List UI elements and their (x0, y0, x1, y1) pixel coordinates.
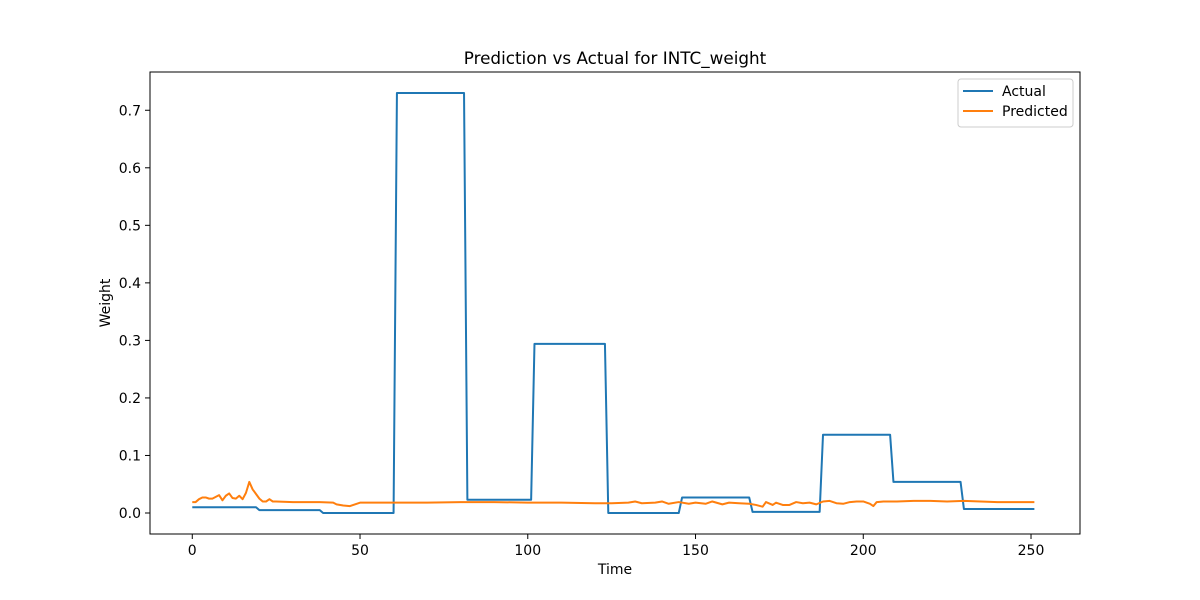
y-tick-label: 0.5 (119, 218, 141, 234)
chart-title: Prediction vs Actual for INTC_weight (464, 48, 767, 69)
series-line-predicted (192, 480, 1035, 508)
x-tick-label: 100 (514, 543, 541, 559)
x-axis-ticks: 0 50 100 150 200 250 (188, 534, 1045, 559)
y-tick-label: 0.1 (119, 448, 141, 464)
x-tick-label: 250 (1018, 543, 1045, 559)
y-axis-label: Weight (98, 278, 114, 327)
y-axis-ticks: 0.0 0.1 0.2 0.3 0.4 0.5 0.6 0.7 (119, 103, 150, 522)
series-line-actual (192, 92, 1035, 514)
x-tick-label: 50 (351, 543, 369, 559)
y-tick-label: 0.2 (119, 391, 141, 407)
legend-label-actual: Actual (1002, 84, 1046, 100)
legend-label-predicted: Predicted (1002, 104, 1068, 120)
x-tick-label: 200 (850, 543, 877, 559)
legend: Actual Predicted (957, 78, 1074, 128)
y-tick-label: 0.4 (119, 276, 141, 292)
axes-frame (149, 71, 1081, 535)
y-tick-label: 0.7 (119, 103, 141, 119)
y-tick-label: 0.6 (119, 161, 141, 177)
y-tick-label: 0.0 (119, 506, 141, 522)
y-tick-label: 0.3 (119, 333, 141, 349)
plot-area (192, 92, 1035, 514)
x-axis-label: Time (597, 562, 632, 578)
x-tick-label: 150 (682, 543, 709, 559)
x-tick-label: 0 (188, 543, 197, 559)
